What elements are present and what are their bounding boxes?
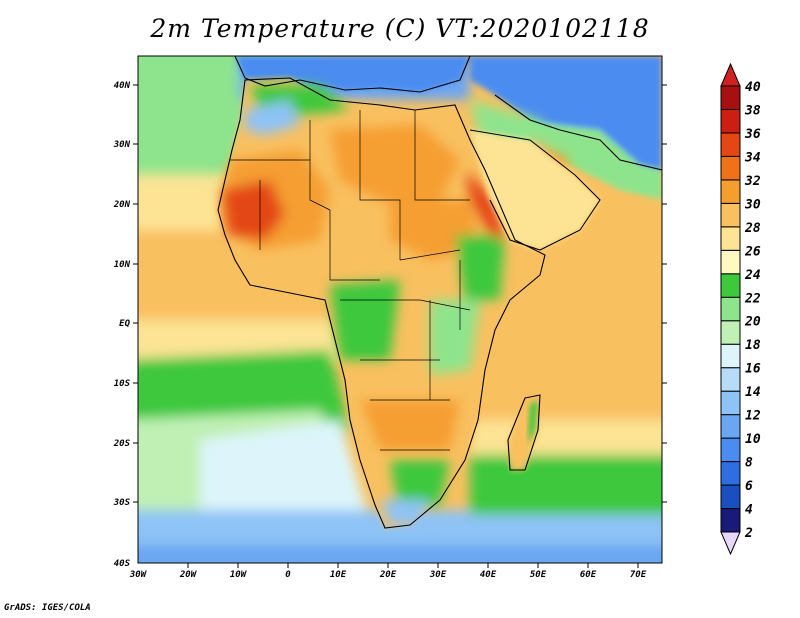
colorbar-level-label: 12 [745, 409, 761, 424]
colorbar-level-label: 10 [745, 432, 761, 447]
lat-label: 20S [113, 439, 131, 449]
coastlines [217, 56, 662, 529]
persia-green [520, 120, 662, 200]
ethiopian-highlands [455, 235, 505, 300]
colorbar-swatch [720, 249, 741, 275]
colorbar-level-label: 32 [744, 174, 761, 189]
red-sea-hot [465, 170, 505, 240]
madagascar-green [528, 400, 538, 445]
colorbar-level-label: 30 [744, 197, 761, 212]
colorbar-level-label: 20 [744, 315, 761, 330]
colorbar-level-label: 28 [744, 221, 761, 236]
lon-label: 30W [129, 570, 148, 580]
colorbar-level-label: 24 [744, 268, 761, 283]
colorbar-level-label: 16 [745, 362, 761, 377]
colorbar-swatch [720, 508, 741, 533]
lat-label: EQ [119, 319, 130, 329]
chart-title: 2m Temperature (C) VT:2020102118 [150, 14, 650, 43]
colorbar-swatch [720, 108, 741, 134]
lon-label: 0 [285, 570, 291, 580]
lon-label: 70E [630, 570, 647, 580]
colorbar-level-label: 38 [744, 103, 761, 118]
atlas-mountains-blue [245, 100, 300, 135]
colorbar-swatch [720, 484, 741, 510]
central-africa-green [330, 280, 400, 360]
western-sahara-hottest [222, 180, 285, 240]
colorbar-level-label: 22 [744, 291, 761, 306]
arabia-landmass [470, 130, 600, 250]
asia-landmass [470, 56, 662, 170]
colorbar-swatch [720, 202, 741, 228]
colorbar-level-label: 40 [745, 80, 761, 95]
indian-ocean-south [470, 420, 662, 460]
colorbar-level-label: 36 [744, 127, 761, 142]
lon-label: 20W [179, 570, 198, 580]
southern-ocean-deep [138, 545, 662, 563]
colorbar-swatch [720, 155, 741, 181]
lat-labels: 40N 30N 20N 10N EQ 10S 20S 30S 40S [113, 81, 131, 569]
colorbar-level-label: 6 [745, 479, 753, 494]
colorbar-bottom-arrow [720, 531, 741, 556]
colorbar-level-label: 26 [744, 244, 761, 259]
colorbar-swatch [720, 343, 741, 369]
lon-label: 40E [480, 570, 497, 580]
colorbar-swatch [720, 437, 741, 463]
lat-label: 40S [114, 559, 131, 569]
indian-ocean-green [470, 455, 662, 515]
lat-label: 30S [113, 498, 131, 508]
lon-labels: 30W 20W 10W 0 10E 20E 30E 40E 50E 60E 70… [129, 570, 647, 580]
colorbar-level-label: 34 [744, 150, 761, 165]
colorbar-swatch [720, 367, 741, 392]
colorbar-swatch [720, 390, 741, 416]
lon-label: 50E [530, 570, 547, 580]
lat-label: 10S [114, 379, 131, 389]
map-field [138, 56, 662, 563]
lon-label: 10W [230, 570, 248, 580]
lat-label: 30N [113, 140, 131, 150]
lat-axis [133, 84, 667, 503]
lon-label: 20E [379, 570, 397, 580]
colorbar-level-label: 14 [745, 385, 761, 400]
colorbar-swatch [720, 414, 741, 439]
colorbar-swatch [720, 320, 741, 345]
colorbar-top-arrow [720, 62, 741, 87]
lat-label: 40N [114, 81, 131, 91]
map-frame [137, 55, 663, 564]
colorbar-swatch [720, 179, 741, 204]
libya-egypt-hot [330, 125, 460, 200]
country-borders [230, 110, 471, 451]
lat-label: 10N [114, 260, 131, 270]
lon-label: 10E [330, 570, 347, 580]
colorbar [720, 62, 741, 556]
east-africa-green [430, 300, 480, 375]
colorbar-level-label: 18 [745, 338, 761, 353]
southern-africa-hot [360, 400, 460, 450]
lon-axis [187, 563, 639, 568]
colorbar-level-label: 2 [744, 526, 753, 541]
colorbar-level-label: 8 [745, 456, 753, 471]
colorbar-swatch [720, 226, 741, 251]
colorbar-swatch [720, 132, 741, 157]
credit-text: GrADS: IGES/COLA [4, 603, 91, 613]
lon-label: 30E [429, 570, 447, 580]
europe-landmass [235, 56, 470, 92]
colorbar-swatch [720, 461, 741, 486]
colorbar-swatch [720, 273, 741, 298]
colorbar-level-label: 4 [745, 503, 753, 518]
lat-label: 20N [113, 200, 131, 210]
colorbar-swatch [720, 85, 741, 110]
colorbar-swatch [720, 296, 741, 322]
lon-label: 60E [580, 570, 597, 580]
